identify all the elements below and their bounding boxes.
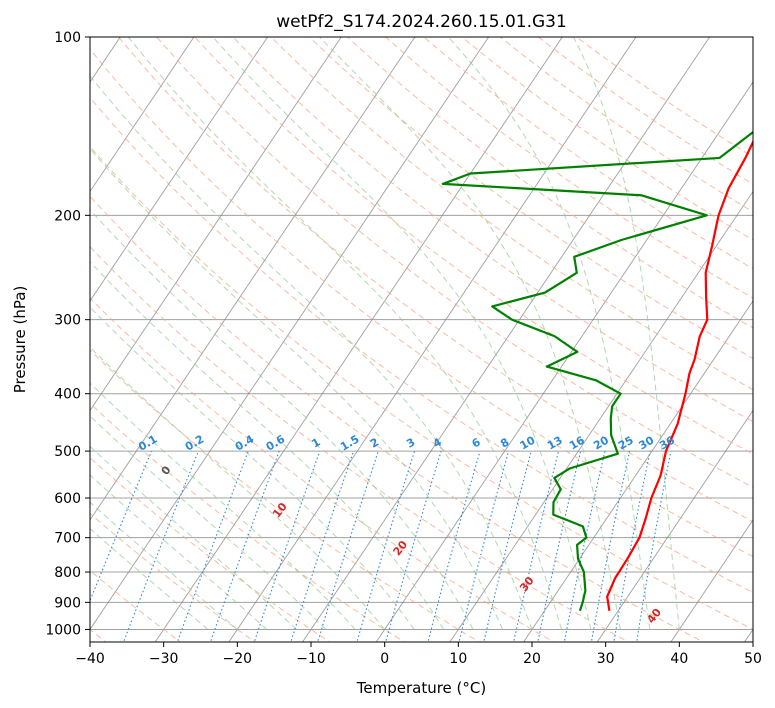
x-tick-label: 0: [380, 651, 389, 667]
y-tick-label: 500: [54, 444, 81, 460]
y-tick-label: 800: [54, 565, 81, 581]
x-axis-title: Temperature (°C): [356, 679, 486, 697]
mixing-ratio-line: [537, 450, 582, 642]
isotherm-line: [302, 37, 711, 642]
moist-adiabat-line: [90, 415, 327, 630]
mixing-ratio-lines: [90, 450, 672, 642]
isotherm-line: [90, 37, 490, 631]
dewpoint-profile-line: [441, 130, 753, 612]
mixing-ratio-line: [209, 450, 280, 642]
dry-adiabat-line: [90, 245, 630, 642]
dry-adiabat-line: [90, 349, 481, 642]
moist-adiabat-line: [447, 37, 651, 630]
moist-adiabat-line: [90, 261, 445, 630]
x-tick-label: −40: [75, 651, 105, 667]
chart-title: wetPf2_S174.2024.260.15.01.G31: [276, 12, 567, 32]
mixing-ratio-line: [636, 450, 672, 642]
dry-adiabat-line: [270, 37, 753, 391]
mixing-ratio-line: [613, 450, 651, 642]
dry-adiabat-line: [232, 37, 753, 423]
moist-adiabat-line: [573, 37, 680, 630]
dry-adiabat-line: [90, 402, 406, 642]
y-tick-label: 200: [54, 208, 81, 224]
y-tick-label: 600: [54, 491, 81, 507]
moist-adiabat-line: [90, 527, 209, 630]
dry-adiabat-line: [90, 145, 753, 631]
isotherm-line: [228, 37, 637, 642]
mixing-ratio-line: [317, 450, 379, 642]
mixing-ratio-line: [563, 450, 606, 642]
dry-adiabat-line: [90, 512, 256, 642]
isotherm-line: [90, 37, 342, 412]
y-axis-ticks: 100 200 300 400 500 600 700 800 900 1000: [45, 30, 90, 638]
x-tick-label: 40: [670, 651, 688, 667]
y-tick-label: 100: [54, 30, 81, 46]
x-tick-label: 20: [523, 651, 541, 667]
isotherm-line: [375, 81, 753, 642]
moist-adiabat-line: [90, 474, 268, 630]
dry-adiabat-line: [90, 96, 753, 594]
y-tick-label: 900: [54, 595, 81, 611]
dry-adiabat-line: [90, 48, 753, 558]
mixing-ratio-line: [458, 450, 510, 642]
x-tick-label: −20: [223, 651, 253, 667]
mixing-ratio-line: [290, 450, 355, 642]
dry-adiabat-line: [90, 457, 331, 642]
x-axis-ticks: −40 −30 −20 −10 0 10 20 30 40 50: [75, 642, 762, 667]
mixing-ratio-line: [385, 450, 442, 642]
moist-adiabats: [90, 37, 680, 630]
moist-adiabat-line: [90, 501, 238, 630]
moist-adiabat-line: [212, 37, 592, 630]
plot-area: -100-90-80-70-60-50-40-30-20-10010203040…: [90, 37, 753, 642]
sounding-profiles: [441, 130, 753, 612]
y-tick-label: 1000: [45, 622, 81, 638]
isotherm-line: [670, 519, 753, 642]
moist-adiabat-line: [319, 37, 621, 630]
dry-adiabat-line: [117, 37, 753, 523]
isotherm-line: [596, 409, 753, 642]
y-axis-title: Pressure (hPa): [11, 286, 29, 394]
mixing-ratio-line: [253, 450, 321, 642]
x-tick-label: −10: [296, 651, 326, 667]
moist-adiabat-line: [90, 208, 474, 630]
mixing-ratio-line: [356, 450, 416, 642]
isotherm-line: [154, 37, 563, 642]
moist-adiabat-line: [90, 75, 533, 630]
dry-adiabat-line: [384, 37, 753, 299]
mixing-ratio-line: [513, 450, 560, 642]
mixing-ratio-line: [90, 450, 153, 603]
x-tick-label: 50: [744, 651, 762, 667]
moist-adiabat-line: [90, 346, 386, 630]
isotherm-line: [523, 300, 753, 642]
mixing-ratio-line: [176, 450, 249, 642]
isotherm-line: [90, 37, 195, 193]
x-tick-label: −30: [149, 651, 179, 667]
moist-adiabat-line: [90, 445, 297, 630]
y-tick-label: 700: [54, 531, 81, 547]
dry-adiabats: [90, 37, 753, 642]
x-tick-label: 10: [449, 651, 467, 667]
mixing-ratio-line: [483, 450, 532, 642]
dry-adiabat-line: [90, 195, 705, 642]
moist-adiabat-line: [90, 306, 415, 630]
isotherm-line: [90, 37, 269, 302]
y-tick-label: 300: [54, 313, 81, 329]
x-tick-label: 30: [597, 651, 615, 667]
moist-adiabat-line: [127, 37, 562, 630]
mixing-ratio-line: [123, 450, 199, 642]
dry-adiabat-line: [90, 297, 555, 642]
mixing-ratio-line: [427, 450, 481, 642]
moist-adiabat-line: [90, 382, 356, 630]
temperature-profile-line: [606, 139, 753, 611]
plot-frame: [89, 36, 754, 643]
y-tick-label: 400: [54, 387, 81, 403]
mixing-ratio-line: [590, 450, 631, 642]
